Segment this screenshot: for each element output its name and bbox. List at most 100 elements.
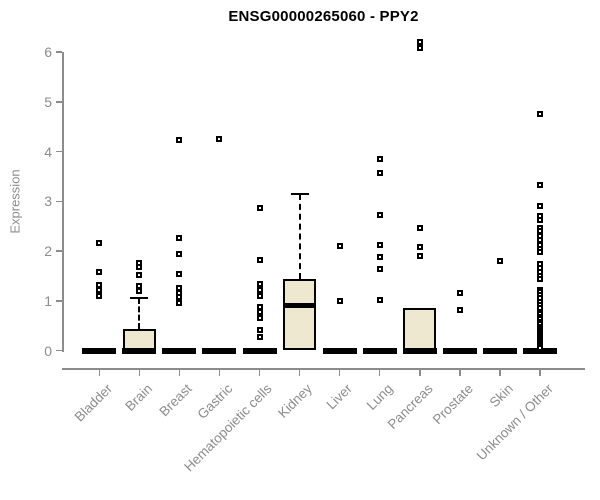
x-axis-tick-brain: [138, 368, 141, 376]
x-axis-tick-gastric: [218, 368, 221, 376]
x-axis-tick-unknown-other: [539, 368, 541, 376]
y-tick-label-0: 0: [44, 342, 52, 359]
x-axis-tick-kidney: [298, 368, 301, 376]
y-axis-tick-4: [56, 150, 62, 153]
outlier-point-hematopoietic-cells: [256, 281, 263, 288]
outlier-point-lung: [376, 211, 383, 218]
outlier-point-unknown-other: [536, 182, 543, 189]
median-brain: [122, 347, 157, 354]
whisker-cap-brain: [130, 296, 149, 299]
x-label-breast: Breast: [156, 381, 196, 420]
x-label-prostate: Prostate: [429, 381, 476, 428]
outlier-point-lung: [376, 169, 383, 176]
x-label-skin: Skin: [486, 381, 516, 411]
outlier-point-brain: [136, 288, 143, 295]
collapsed-box-gastric: [202, 347, 237, 354]
outlier-point-bladder: [96, 240, 103, 247]
outlier-point-lung: [376, 266, 383, 273]
outlier-point-unknown-other: [536, 111, 543, 118]
outlier-point-skin: [496, 257, 503, 264]
outlier-point-pancreas: [416, 253, 423, 260]
y-axis-title: Expression: [7, 169, 23, 234]
outlier-point-hematopoietic-cells: [256, 257, 263, 264]
y-axis-tick-0: [56, 349, 62, 352]
collapsed-box-lung: [362, 347, 397, 354]
x-axis-tick-hematopoietic-cells: [258, 368, 261, 376]
outlier-point-unknown-other: [536, 276, 543, 283]
outlier-point-hematopoietic-cells: [256, 333, 263, 340]
outlier-point-pancreas: [416, 45, 423, 52]
outlier-point-hematopoietic-cells: [256, 308, 263, 315]
outlier-point-breast: [176, 234, 183, 241]
y-axis-tick-6: [56, 51, 62, 53]
box-pancreas: [403, 308, 437, 351]
outlier-point-bladder: [96, 269, 103, 276]
y-tick-label-6: 6: [44, 44, 52, 60]
collapsed-box-bladder: [82, 347, 117, 354]
outlier-point-breast: [176, 251, 183, 258]
outlier-point-brain: [136, 263, 143, 270]
outlier-point-bladder: [96, 286, 103, 293]
x-label-brain: Brain: [122, 381, 155, 414]
outlier-point-hematopoietic-cells: [256, 326, 263, 333]
outlier-point-unknown-other: [536, 248, 543, 255]
y-tick-label-5: 5: [44, 93, 52, 110]
x-axis-tick-breast: [178, 368, 181, 376]
outlier-point-hematopoietic-cells: [256, 204, 263, 211]
outlier-point-unknown-other: [536, 345, 543, 351]
y-axis-tick-3: [56, 200, 62, 202]
collapsed-box-prostate: [442, 347, 477, 354]
whisker-kidney: [298, 193, 301, 280]
outlier-point-prostate: [456, 306, 463, 313]
median-kidney: [283, 303, 317, 309]
x-label-unknown-other: Unknown / Other: [473, 381, 556, 464]
x-axis-tick-liver: [338, 368, 341, 376]
outlier-point-breast: [176, 299, 183, 306]
y-tick-label-3: 3: [44, 193, 52, 210]
y-axis-tick-1: [56, 300, 62, 302]
collapsed-box-hematopoietic-cells: [242, 347, 277, 354]
whisker-brain: [138, 297, 141, 330]
x-axis-tick-skin: [499, 368, 501, 376]
outlier-point-pancreas: [416, 243, 423, 250]
outlier-point-brain: [136, 272, 143, 279]
outlier-point-lung: [376, 156, 383, 163]
x-axis-tick-lung: [378, 368, 381, 376]
x-label-kidney: Kidney: [275, 381, 316, 421]
x-axis-tick-bladder: [98, 368, 101, 376]
x-axis-tick-pancreas: [419, 368, 421, 376]
x-axis-line: [62, 368, 585, 370]
x-axis-tick-prostate: [459, 368, 461, 376]
outlier-point-gastric: [216, 136, 223, 143]
outlier-point-unknown-other: [536, 217, 543, 224]
outlier-point-breast: [176, 271, 183, 278]
outlier-point-hematopoietic-cells: [256, 286, 263, 293]
box-kidney: [283, 279, 317, 351]
collapsed-box-liver: [322, 347, 357, 354]
collapsed-box-skin: [482, 347, 517, 354]
x-label-lung: Lung: [363, 381, 396, 413]
y-axis-tick-5: [56, 101, 62, 103]
y-tick-label-4: 4: [44, 143, 52, 160]
outlier-point-bladder: [96, 292, 103, 299]
outlier-point-lung: [376, 254, 383, 261]
whisker-cap-kidney: [290, 192, 309, 195]
outlier-point-hematopoietic-cells: [256, 292, 263, 299]
outlier-point-unknown-other: [536, 203, 543, 210]
x-label-liver: Liver: [323, 381, 356, 413]
outlier-point-liver: [336, 243, 343, 250]
chart-title: ENSG00000265060 - PPY2: [228, 8, 419, 25]
y-tick-label-1: 1: [44, 292, 52, 309]
collapsed-box-breast: [162, 347, 197, 354]
outlier-point-hematopoietic-cells: [256, 314, 263, 321]
y-axis-line: [62, 52, 64, 352]
outlier-point-breast: [176, 136, 183, 143]
outlier-point-pancreas: [416, 224, 423, 231]
outlier-point-liver: [336, 297, 343, 304]
outlier-point-prostate: [456, 289, 463, 296]
x-label-bladder: Bladder: [71, 381, 115, 425]
outlier-point-breast: [176, 293, 183, 300]
outlier-point-pancreas: [416, 39, 423, 46]
y-tick-label-2: 2: [44, 243, 52, 259]
